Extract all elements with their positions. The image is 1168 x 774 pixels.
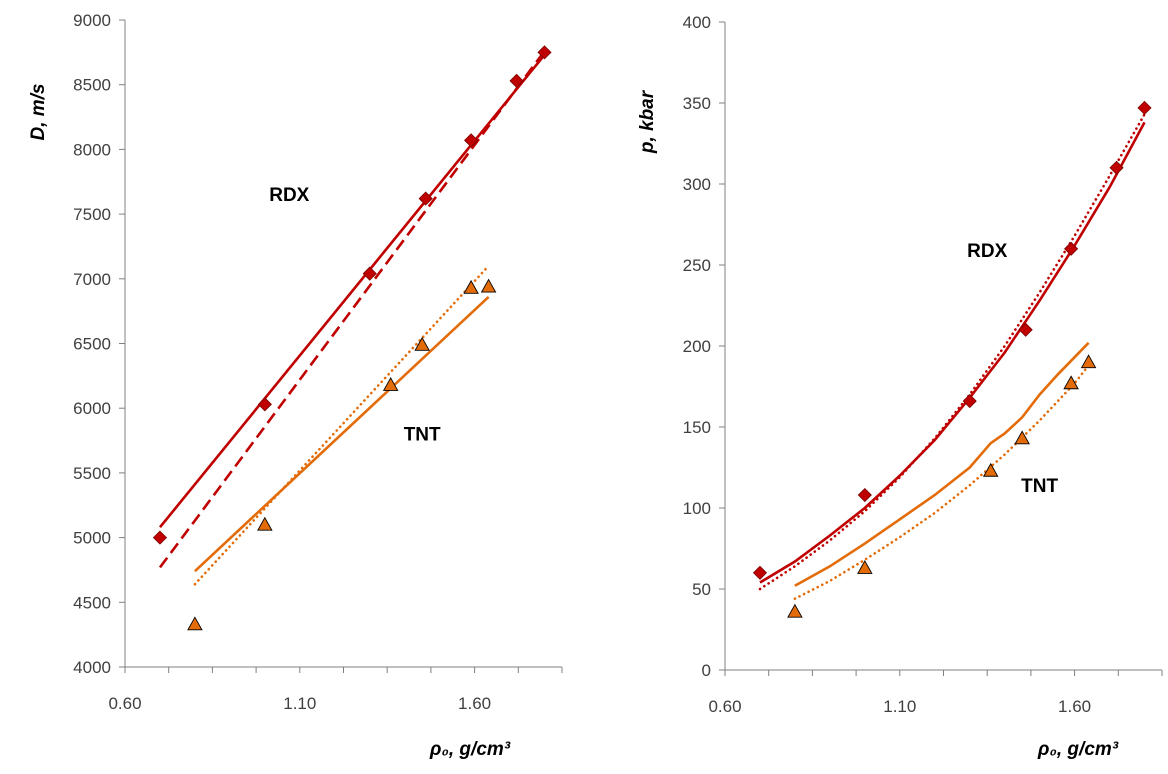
series-label: RDX [967, 241, 1007, 262]
y-tick-label: 5500 [73, 464, 111, 483]
series-label: TNT [1021, 476, 1058, 497]
tnt-data-point [1063, 375, 1079, 390]
tnt-data-point [382, 376, 399, 391]
y-axis-title: D, m/s [28, 83, 49, 140]
y-tick-label: 250 [683, 256, 711, 275]
y-tick-label: 300 [683, 175, 711, 194]
data-markers [752, 100, 1152, 618]
tnt-data-point [414, 336, 430, 351]
rdx-dashed-line [158, 50, 546, 569]
data-markers [152, 45, 552, 631]
rdx-data-point [1109, 160, 1124, 175]
x-tick-labels: 0.60 1.10 1.60 [108, 694, 491, 713]
x-axis-title: ρ₀, g/cm³ [429, 739, 511, 760]
detonation-pressure-chart: 0 50 100 150 200 250 300 350 400 0.60 1.10 1.60 RD… [637, 13, 1163, 760]
y-tick-label: 6500 [73, 335, 111, 354]
y-tick-label: 7000 [73, 270, 111, 289]
rdx-solid-line [759, 121, 1146, 584]
chart-axes [719, 21, 1163, 676]
y-tick-label: 8500 [73, 76, 111, 95]
y-tick-labels: 4000 4500 5000 5500 6000 6500 7000 7500 8000 8500… [73, 11, 111, 677]
y-tick-label: 6000 [73, 399, 111, 418]
y-tick-label: 0 [702, 661, 711, 680]
rdx-data-point [362, 266, 377, 281]
y-tick-label: 200 [683, 337, 711, 356]
tnt-data-point [480, 278, 497, 293]
y-tick-label: 150 [683, 418, 711, 437]
y-tick-labels: 0 50 100 150 200 250 300 350 400 [683, 13, 711, 680]
tnt-dotted-line [193, 264, 490, 586]
y-tick-label: 4500 [73, 593, 111, 612]
x-tick-label: 1.60 [458, 694, 491, 713]
rdx-data-point [857, 487, 872, 503]
rdx-data-point [1018, 322, 1033, 337]
rdx-data-point [537, 45, 552, 60]
rdx-data-point [1064, 241, 1079, 256]
x-tick-label: 1.10 [283, 694, 316, 713]
rdx-data-point [962, 394, 977, 409]
y-tick-label: 400 [683, 13, 711, 32]
y-tick-label: 9000 [73, 11, 111, 30]
rdx-data-point [464, 133, 479, 148]
x-tick-label: 0.60 [108, 694, 141, 713]
tnt-data-point [1014, 430, 1030, 445]
rdx-data-point [509, 73, 524, 88]
rdx-solid-line [158, 54, 546, 529]
tnt-data-point [1080, 354, 1097, 369]
y-tick-label: 350 [683, 94, 711, 113]
y-tick-label: 7500 [73, 205, 111, 224]
x-axis-title: ρ₀, g/cm³ [1037, 739, 1119, 760]
rdx-data-point [1137, 100, 1152, 115]
series-label: TNT [404, 425, 441, 446]
chart-axes [119, 19, 563, 673]
tnt-solid-line [794, 341, 1090, 587]
series-label: RDX [269, 185, 309, 206]
rdx-data-point [752, 565, 768, 580]
x-tick-label: 0.60 [708, 697, 741, 716]
fit-lines [758, 113, 1146, 601]
y-tick-label: 5000 [73, 529, 111, 548]
series-annotations: RDX TNT [967, 241, 1058, 497]
series-annotations: RDX TNT [269, 185, 441, 445]
y-axis-title: p, kbar [637, 89, 658, 154]
tnt-data-point [982, 462, 999, 477]
tnt-data-point [187, 616, 203, 631]
y-tick-label: 50 [692, 580, 711, 599]
tnt-data-point [787, 603, 803, 618]
fit-lines [158, 50, 546, 586]
rdx-data-point [257, 397, 272, 412]
detonation-velocity-chart: 4000 4500 5000 5500 6000 6500 7000 7500 8000 8500… [28, 11, 563, 760]
rdx-dotted-line [758, 113, 1146, 591]
tnt-data-point [257, 516, 273, 531]
tnt-data-point [463, 279, 479, 294]
x-tick-labels: 0.60 1.10 1.60 [708, 697, 1091, 716]
rdx-data-point [418, 191, 433, 206]
x-tick-label: 1.10 [883, 697, 916, 716]
rdx-data-point [152, 530, 168, 545]
y-tick-label: 4000 [73, 658, 111, 677]
y-tick-label: 100 [683, 499, 711, 518]
x-tick-label: 1.60 [1058, 697, 1091, 716]
tnt-data-point [857, 560, 873, 574]
y-tick-label: 8000 [73, 140, 111, 159]
tnt-solid-line [194, 295, 490, 573]
